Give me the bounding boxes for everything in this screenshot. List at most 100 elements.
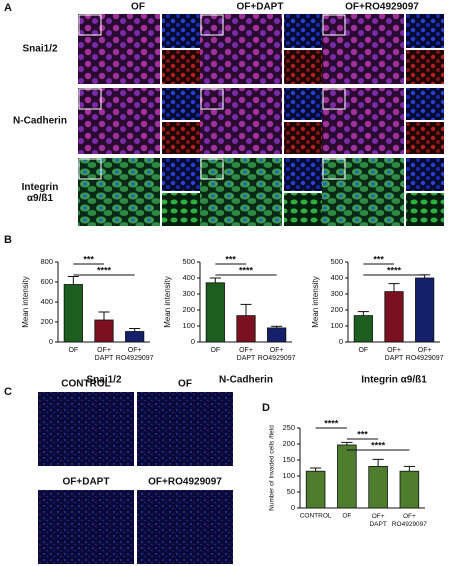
bar [399, 470, 420, 509]
y-tick-label: 100 [282, 471, 295, 480]
x-tick-label: OF+ RO4929097 [258, 347, 296, 362]
significance-label: **** [239, 265, 254, 275]
x-tick-label: OF+ DAPT [95, 347, 114, 362]
micrograph-channel [284, 122, 322, 154]
micrograph-channel [406, 14, 444, 48]
y-axis-label: Mean intensity [21, 276, 30, 328]
bar [63, 284, 83, 343]
micrograph-channel [284, 88, 322, 120]
x-tick-label: OF+ DAPT [237, 347, 256, 362]
micrograph [137, 392, 233, 466]
bar [125, 331, 145, 343]
significance-label: *** [225, 254, 236, 264]
bar [415, 277, 435, 343]
row-label: N-Cadherin [13, 116, 67, 127]
x-tick-label: OF+ RO4929097 [406, 347, 444, 362]
inset [200, 88, 224, 110]
y-tick-label: 250 [282, 423, 295, 432]
y-axis-label: Number of Invaded cells /field [269, 425, 276, 511]
bar [384, 291, 404, 343]
y-tick-label: 0 [49, 337, 53, 346]
image-label: OF+DAPT [63, 477, 110, 488]
bar [267, 327, 287, 343]
image-label: OF+RO4929097 [148, 477, 222, 488]
y-tick-label: 200 [182, 305, 195, 314]
y-tick-label: 100 [182, 321, 195, 330]
bar [94, 319, 114, 343]
micrograph-channel [162, 158, 200, 191]
bar [305, 470, 326, 509]
inset [322, 88, 346, 110]
y-tick-label: 800 [40, 257, 53, 266]
y-tick-label: 0 [339, 337, 343, 346]
inset [200, 14, 224, 36]
image-label: OF [178, 379, 192, 390]
bar [236, 315, 256, 343]
bar [337, 444, 357, 509]
micrograph-channel [284, 50, 322, 84]
bar [205, 282, 225, 343]
y-tick-label: 200 [282, 439, 295, 448]
micrograph-channel [162, 14, 200, 48]
micrograph-channel [406, 158, 444, 191]
y-tick-label: 200 [330, 305, 343, 314]
x-axis-label: N-Cadherin [219, 375, 273, 386]
x-tick-label: OF+ RO4929097 [116, 347, 154, 362]
x-tick-label: OF+ DAPT [385, 347, 404, 362]
y-tick-label: 100 [330, 321, 343, 330]
significance-label: **** [97, 265, 112, 275]
micrograph-channel [406, 50, 444, 84]
y-axis-label: Mean intensity [311, 276, 320, 328]
column-header: OF+DAPT [237, 2, 284, 13]
x-tick-label: OF [68, 347, 78, 354]
y-tick-label: 0 [191, 337, 195, 346]
inset [78, 158, 102, 180]
y-axis-label: Mean intensity [163, 276, 172, 328]
micrograph-channel [162, 88, 200, 120]
y-tick-label: 400 [40, 297, 53, 306]
micrograph-channel [406, 193, 444, 226]
x-tick-label: OF [342, 513, 351, 520]
x-tick-label: OF [210, 347, 220, 354]
y-tick-label: 300 [182, 289, 195, 298]
image-label: CONTROL [61, 379, 110, 390]
significance-label: *** [357, 429, 368, 439]
y-tick-label: 500 [182, 257, 195, 266]
row-label: Snai1/2 [22, 44, 57, 55]
panel-label: B [4, 234, 12, 246]
micrograph-channel [284, 193, 322, 226]
x-tick-label: OF+ RO4929097 [392, 513, 427, 528]
y-tick-label: 400 [330, 273, 343, 282]
y-tick-label: 500 [330, 257, 343, 266]
inset [200, 158, 224, 180]
y-tick-label: 300 [330, 289, 343, 298]
panel-label: D [262, 402, 270, 414]
column-header: OF+RO4929097 [345, 2, 419, 13]
micrograph [38, 392, 134, 466]
micrograph-channel [406, 122, 444, 154]
micrograph-channel [284, 14, 322, 48]
micrograph-channel [162, 193, 200, 226]
micrograph-channel [162, 122, 200, 154]
inset [322, 14, 346, 36]
y-tick-label: 0 [291, 503, 295, 512]
x-axis-label: Snai1/2 [86, 375, 121, 386]
significance-label: **** [387, 265, 402, 275]
micrograph [137, 490, 233, 564]
inset [78, 88, 102, 110]
inset [78, 14, 102, 36]
y-tick-label: 400 [182, 273, 195, 282]
significance-label: *** [83, 254, 94, 264]
bar [368, 465, 388, 509]
x-tick-label: OF [358, 347, 368, 354]
significance-label: **** [371, 440, 386, 450]
y-tick-label: 50 [287, 487, 295, 496]
y-tick-label: 600 [40, 277, 53, 286]
panel-label: A [4, 2, 12, 14]
inset [322, 158, 346, 180]
x-tick-label: CONTROL [300, 513, 332, 520]
x-axis-label: Integrin α9/ß1 [361, 375, 427, 386]
micrograph-channel [406, 88, 444, 120]
micrograph-channel [162, 50, 200, 84]
